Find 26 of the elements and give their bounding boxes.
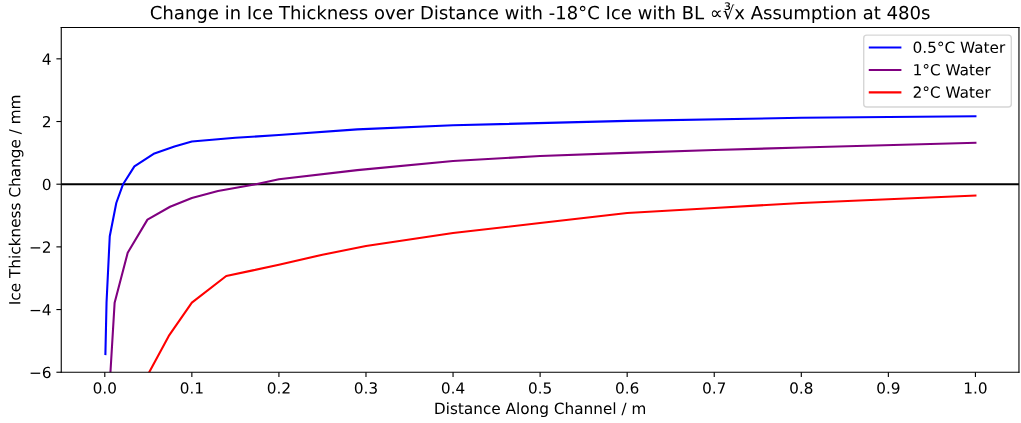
x-tick-label: 0.7 xyxy=(703,382,726,394)
x-tick-label: 0.1 xyxy=(180,382,203,394)
y-axis-title: Ice Thickness Change / mm xyxy=(8,95,24,304)
y-tick-label: 0 xyxy=(42,178,51,191)
line-series xyxy=(104,115,977,356)
x-axis-title: Distance Along Channel / m xyxy=(435,402,646,418)
legend-label: 1°C Water xyxy=(914,63,991,76)
line-series xyxy=(109,141,977,373)
legend-label: 0.5°C Water xyxy=(913,41,1006,54)
y-tick-label: −2 xyxy=(30,241,51,253)
x-tick-label: 0.4 xyxy=(441,382,465,394)
x-tick-label: 0.2 xyxy=(267,382,290,394)
y-tick-label: −4 xyxy=(30,304,51,316)
y-tick-label: −6 xyxy=(30,366,51,379)
x-tick-label: 0.5 xyxy=(528,382,551,394)
chart-title: Change in Ice Thickness over Distance with -18°C Ice with BL ∝∛x Assumption at 480s xyxy=(150,2,930,23)
y-tick-label: 2 xyxy=(42,115,51,128)
x-tick-label: 0.9 xyxy=(877,382,900,394)
x-tick-label: 1.0 xyxy=(964,382,987,394)
legend-label: 2°C Water xyxy=(913,86,991,98)
x-tick-label: 0.3 xyxy=(354,382,377,394)
x-tick-label: 0.6 xyxy=(616,382,639,394)
y-tick-label: 4 xyxy=(42,53,51,65)
line-series xyxy=(148,194,977,373)
x-tick-label: 0.8 xyxy=(790,382,813,394)
x-tick-label: 0.0 xyxy=(93,382,116,394)
